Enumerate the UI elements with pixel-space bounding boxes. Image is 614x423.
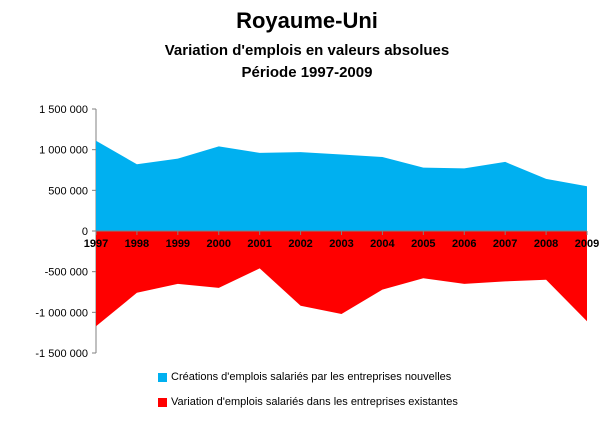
legend-swatch-blue: [158, 372, 167, 382]
x-tick-label: 2006: [452, 238, 476, 250]
y-tick-label: 1 500 000: [39, 104, 88, 116]
x-tick-label: 2000: [207, 238, 231, 250]
series-area-1: [96, 231, 587, 327]
x-tick-label: 2002: [288, 238, 312, 250]
chart-title: Royaume-Uni: [236, 8, 378, 33]
legend-label: Variation d'emplois salariés dans les en…: [171, 396, 458, 408]
legend-item-new-firms: Créations d'emplois salariés par les ent…: [158, 371, 451, 383]
x-tick-label: 2009: [575, 238, 599, 250]
x-tick-label: 1997: [84, 238, 108, 250]
y-tick-label: 0: [82, 226, 88, 238]
x-tick-label: 2008: [534, 238, 558, 250]
x-tick-label: 2001: [247, 238, 271, 250]
x-tick-label: 2003: [329, 238, 353, 250]
y-tick-label: -1 000 000: [35, 307, 88, 319]
chart-period: Période 1997-2009: [241, 64, 373, 81]
legend-swatch-red: [158, 397, 167, 407]
legend-item-existing-firms: Variation d'emplois salariés dans les en…: [158, 396, 458, 408]
y-tick-label: -500 000: [45, 267, 88, 279]
y-tick-label: 1 000 000: [39, 145, 88, 157]
x-tick-label: 1998: [125, 238, 149, 250]
y-tick-label: -1 500 000: [35, 348, 88, 360]
series-area-0: [96, 140, 587, 231]
x-tick-label: 2005: [411, 238, 435, 250]
legend-label: Créations d'emplois salariés par les ent…: [171, 371, 452, 383]
chart-subtitle: Variation d'emplois en valeurs absolues: [164, 42, 450, 59]
x-tick-label: 1999: [166, 238, 190, 250]
y-tick-label: 500 000: [48, 185, 88, 197]
x-tick-label: 2007: [493, 238, 517, 250]
x-tick-label: 2004: [370, 238, 395, 250]
